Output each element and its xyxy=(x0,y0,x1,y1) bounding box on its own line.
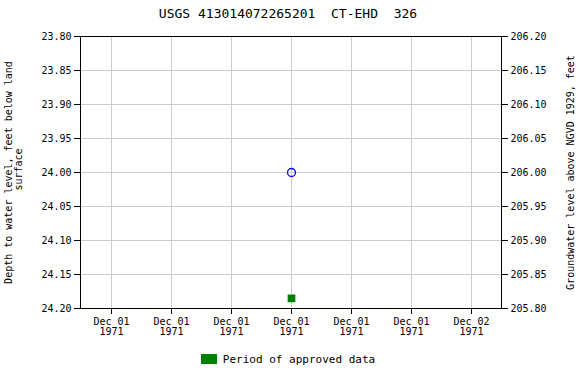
svg-text:206.10: 206.10 xyxy=(511,99,547,110)
svg-text:24.20: 24.20 xyxy=(41,303,71,314)
svg-text:24.15: 24.15 xyxy=(41,269,71,280)
html-text:Period of approved data: Period of approved data xyxy=(222,352,376,366)
svg-text:206.15: 206.15 xyxy=(511,65,547,76)
svg-text:Dec 011971: Dec 011971 xyxy=(333,316,369,337)
svg-text:205.85: 205.85 xyxy=(511,269,547,280)
svg-text:Dec 011971: Dec 011971 xyxy=(153,316,189,337)
svg-text:Dec 011971: Dec 011971 xyxy=(393,316,429,337)
svg-text:Groundwater level above NGVD 1: Groundwater level above NGVD 1929, feet xyxy=(565,55,576,290)
svg-text:Dec 011971: Dec 011971 xyxy=(273,316,309,337)
svg-text:Dec 011971: Dec 011971 xyxy=(93,316,129,337)
svg-text:23.95: 23.95 xyxy=(41,133,71,144)
svg-text:205.80: 205.80 xyxy=(511,303,547,314)
svg-text:205.95: 205.95 xyxy=(511,201,547,212)
html-text:USGS 413014072265201 CT-EHD 32: USGS 413014072265201 CT-EHD 326 xyxy=(158,6,418,21)
svg-text:205.90: 205.90 xyxy=(511,235,547,246)
svg-text:Depth to water level, feet bel: Depth to water level, feet below land su… xyxy=(3,61,24,284)
svg-text:24.05: 24.05 xyxy=(41,201,71,212)
svg-text:24.00: 24.00 xyxy=(41,167,71,178)
svg-text:23.80: 23.80 xyxy=(41,31,71,42)
svg-text:24.10: 24.10 xyxy=(41,235,71,246)
svg-text:206.05: 206.05 xyxy=(511,133,547,144)
svg-text:206.00: 206.00 xyxy=(511,167,547,178)
svg-text:Dec 021971: Dec 021971 xyxy=(453,316,489,337)
svg-text:Dec 011971: Dec 011971 xyxy=(213,316,249,337)
svg-text:206.20: 206.20 xyxy=(511,31,547,42)
svg-text:23.85: 23.85 xyxy=(41,65,71,76)
svg-text:23.90: 23.90 xyxy=(41,99,71,110)
